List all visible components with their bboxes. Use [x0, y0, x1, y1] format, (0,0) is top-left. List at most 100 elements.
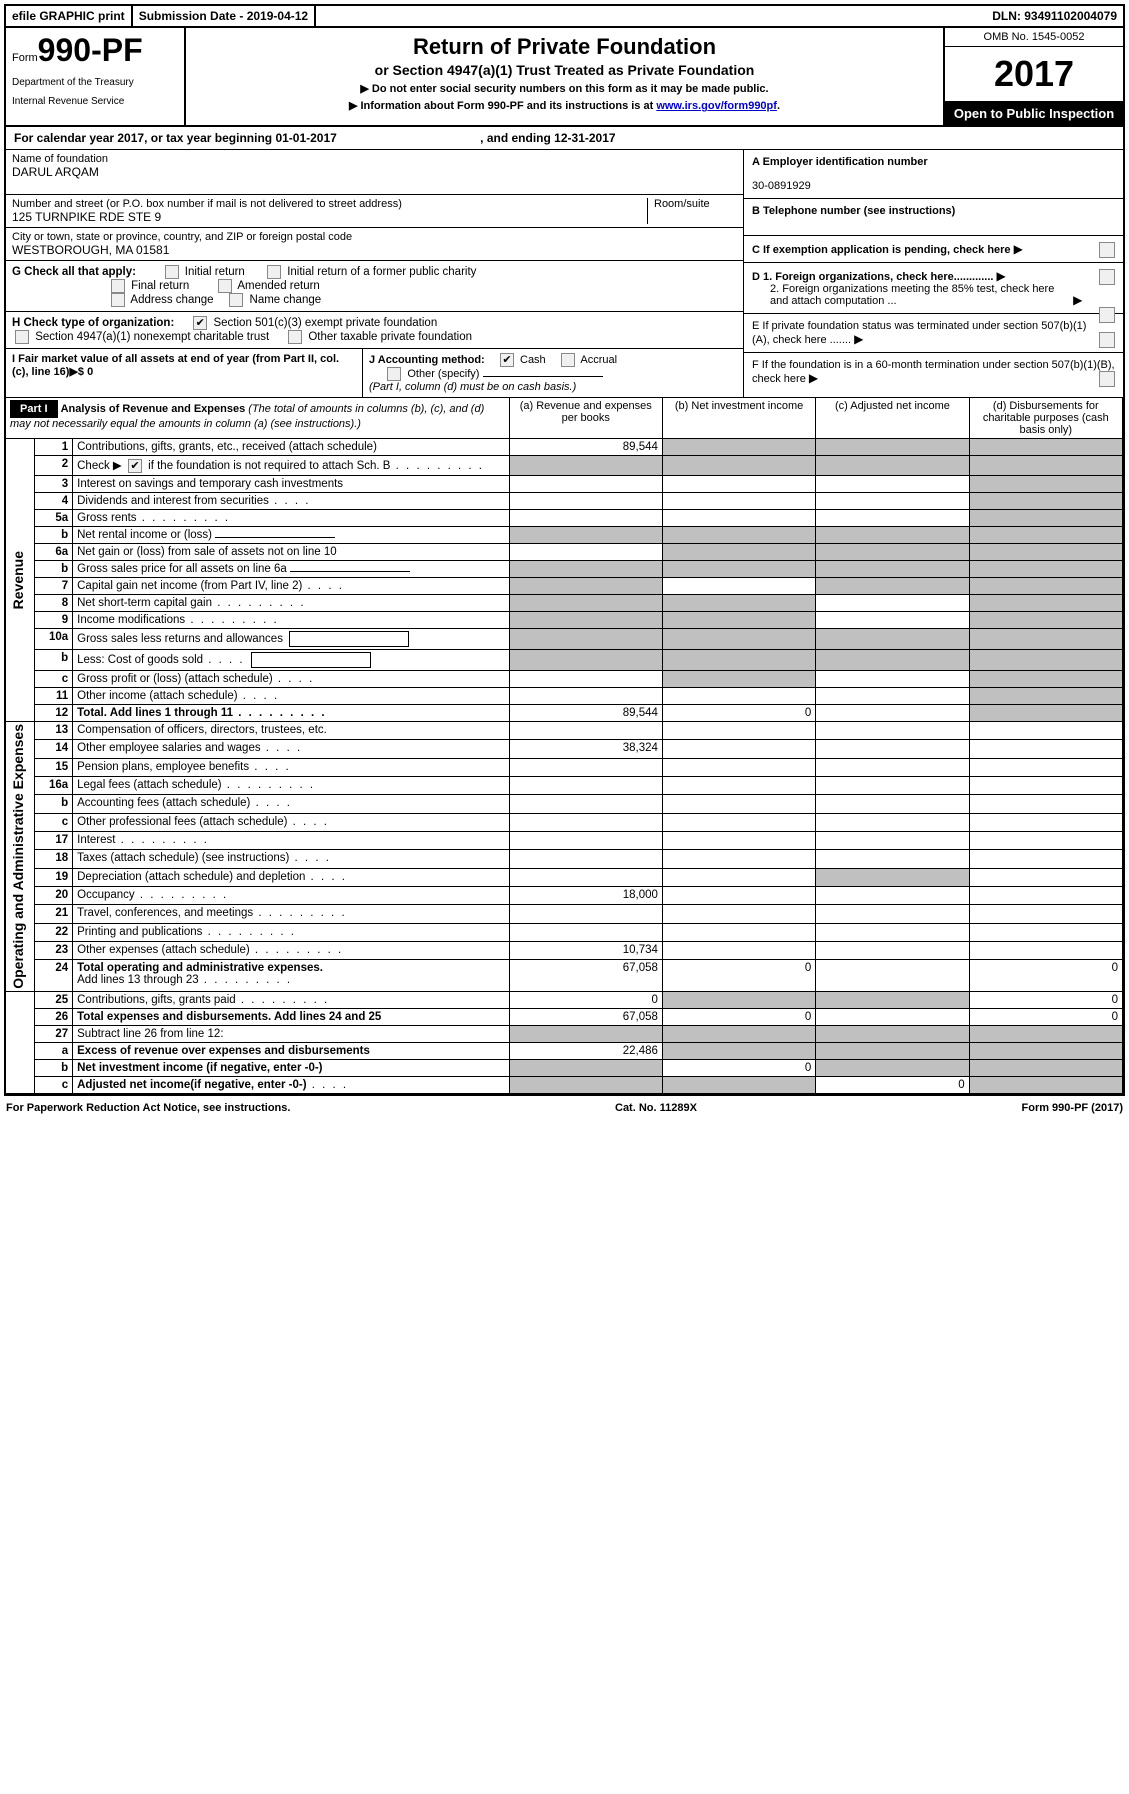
- row-16c: cOther professional fees (attach schedul…: [6, 813, 1123, 831]
- chk-cash[interactable]: [500, 353, 514, 367]
- chk-other-method[interactable]: [387, 367, 401, 381]
- d1-label: D 1. Foreign organizations, check here..…: [752, 271, 993, 283]
- j-cash: Cash: [520, 354, 546, 366]
- dept-treasury: Department of the Treasury: [12, 77, 178, 88]
- row-10c: cGross profit or (loss) (attach schedule…: [6, 670, 1123, 687]
- form-prefix: Form: [12, 52, 38, 64]
- row-27b: bNet investment income (if negative, ent…: [6, 1059, 1123, 1076]
- addr-label: Number and street (or P.O. box number if…: [12, 198, 647, 210]
- chk-addr-change[interactable]: [111, 293, 125, 307]
- ein-value: 30-0891929: [752, 180, 811, 192]
- cal-year-text: For calendar year 2017, or tax year begi…: [14, 131, 337, 145]
- submission-date: Submission Date - 2019-04-12: [133, 6, 316, 26]
- name-label: Name of foundation: [12, 153, 737, 165]
- row-17: 17Interest: [6, 832, 1123, 850]
- row-1: Revenue1Contributions, gifts, grants, et…: [6, 439, 1123, 456]
- col-d-header: (d) Disbursements for charitable purpose…: [969, 398, 1122, 439]
- h-501: Section 501(c)(3) exempt private foundat…: [213, 317, 437, 329]
- d2-label: 2. Foreign organizations meeting the 85%…: [770, 283, 1070, 307]
- col-a-header: (a) Revenue and expenses per books: [509, 398, 662, 439]
- street-address: 125 TURNPIKE RDE STE 9: [12, 210, 161, 224]
- row-6b: bGross sales price for all assets on lin…: [6, 560, 1123, 577]
- revenue-label: Revenue: [10, 551, 26, 609]
- row-5a: 5aGross rents: [6, 509, 1123, 526]
- row-24: 24Total operating and administrative exp…: [6, 960, 1123, 991]
- row-27c: cAdjusted net income(if negative, enter …: [6, 1076, 1123, 1093]
- row-21: 21Travel, conferences, and meetings: [6, 905, 1123, 923]
- g-name: Name change: [250, 294, 322, 306]
- form-subtitle: or Section 4947(a)(1) Trust Treated as P…: [192, 62, 937, 78]
- row-27a: aExcess of revenue over expenses and dis…: [6, 1042, 1123, 1059]
- row-16a: 16aLegal fees (attach schedule): [6, 777, 1123, 795]
- chk-name-change[interactable]: [229, 293, 243, 307]
- row-5b: bNet rental income or (loss): [6, 526, 1123, 543]
- chk-accrual[interactable]: [561, 353, 575, 367]
- chk-foreign-org[interactable]: [1099, 269, 1115, 285]
- instr-ssn: ▶ Do not enter social security numbers o…: [192, 82, 937, 95]
- omb-number: OMB No. 1545-0052: [945, 28, 1123, 47]
- room-label: Room/suite: [654, 198, 737, 210]
- row-22: 22Printing and publications: [6, 923, 1123, 941]
- row-19: 19Depreciation (attach schedule) and dep…: [6, 868, 1123, 886]
- tax-year: 2017: [945, 47, 1123, 102]
- g-addr: Address change: [130, 294, 213, 306]
- row-9: 9Income modifications: [6, 611, 1123, 628]
- chk-status-terminated[interactable]: [1099, 332, 1115, 348]
- f-label: F If the foundation is in a 60-month ter…: [752, 359, 1115, 385]
- row-2: 2Check ▶ if the foundation is not requir…: [6, 456, 1123, 476]
- row-15: 15Pension plans, employee benefits: [6, 758, 1123, 776]
- chk-amended[interactable]: [218, 279, 232, 293]
- row-27: 27Subtract line 26 from line 12:: [6, 1025, 1123, 1042]
- city-state-zip: WESTBOROUGH, MA 01581: [12, 243, 169, 257]
- efile-label: efile GRAPHIC print: [6, 6, 133, 26]
- e-label: E If private foundation status was termi…: [752, 320, 1086, 346]
- dept-irs: Internal Revenue Service: [12, 96, 178, 107]
- row-7: 7Capital gain net income (from Part IV, …: [6, 577, 1123, 594]
- chk-60month[interactable]: [1099, 371, 1115, 387]
- chk-sch-b[interactable]: [128, 459, 142, 473]
- col-b-header: (b) Net investment income: [662, 398, 815, 439]
- row-16b: bAccounting fees (attach schedule): [6, 795, 1123, 813]
- part1-title: Analysis of Revenue and Expenses: [61, 403, 246, 415]
- j-note: (Part I, column (d) must be on cash basi…: [369, 381, 576, 393]
- chk-final[interactable]: [111, 279, 125, 293]
- form-title: Return of Private Foundation: [192, 34, 937, 60]
- city-label: City or town, state or province, country…: [12, 231, 737, 243]
- j-accrual: Accrual: [580, 354, 617, 366]
- open-inspection: Open to Public Inspection: [945, 102, 1123, 125]
- g-label: G Check all that apply:: [12, 266, 136, 278]
- phone-label: B Telephone number (see instructions): [752, 205, 955, 217]
- row-20: 20Occupancy18,000: [6, 887, 1123, 905]
- g-amended: Amended return: [237, 280, 319, 292]
- row-12: 12Total. Add lines 1 through 1189,5440: [6, 704, 1123, 721]
- foundation-name: DARUL ARQAM: [12, 165, 99, 179]
- chk-initial-former[interactable]: [267, 265, 281, 279]
- row-18: 18Taxes (attach schedule) (see instructi…: [6, 850, 1123, 868]
- chk-initial[interactable]: [165, 265, 179, 279]
- chk-501c3[interactable]: [193, 316, 207, 330]
- row-8: 8Net short-term capital gain: [6, 594, 1123, 611]
- chk-exemption-pending[interactable]: [1099, 242, 1115, 258]
- row-13: Operating and Administrative Expenses13C…: [6, 721, 1123, 739]
- row-14: 14Other employee salaries and wages38,32…: [6, 740, 1123, 758]
- j-label: J Accounting method:: [369, 354, 485, 366]
- row-3: 3Interest on savings and temporary cash …: [6, 475, 1123, 492]
- j-other: Other (specify): [407, 368, 479, 380]
- expenses-label: Operating and Administrative Expenses: [10, 724, 26, 989]
- footer-mid: Cat. No. 11289X: [615, 1102, 697, 1114]
- form-number: 990-PF: [38, 32, 143, 68]
- chk-other-taxable[interactable]: [288, 330, 302, 344]
- row-10b: bLess: Cost of goods sold: [6, 649, 1123, 670]
- col-c-header: (c) Adjusted net income: [816, 398, 969, 439]
- h-4947: Section 4947(a)(1) nonexempt charitable …: [35, 331, 269, 343]
- instr-link-pre: ▶ Information about Form 990-PF and its …: [349, 100, 656, 112]
- instr-link[interactable]: www.irs.gov/form990pf: [656, 100, 777, 112]
- row-6a: 6aNet gain or (loss) from sale of assets…: [6, 543, 1123, 560]
- row-11: 11Other income (attach schedule): [6, 687, 1123, 704]
- g-initial: Initial return: [185, 266, 245, 278]
- row-26: 26Total expenses and disbursements. Add …: [6, 1008, 1123, 1025]
- row-4: 4Dividends and interest from securities: [6, 492, 1123, 509]
- cal-ending: , and ending 12-31-2017: [480, 131, 615, 145]
- chk-4947[interactable]: [15, 330, 29, 344]
- footer-left: For Paperwork Reduction Act Notice, see …: [6, 1102, 290, 1114]
